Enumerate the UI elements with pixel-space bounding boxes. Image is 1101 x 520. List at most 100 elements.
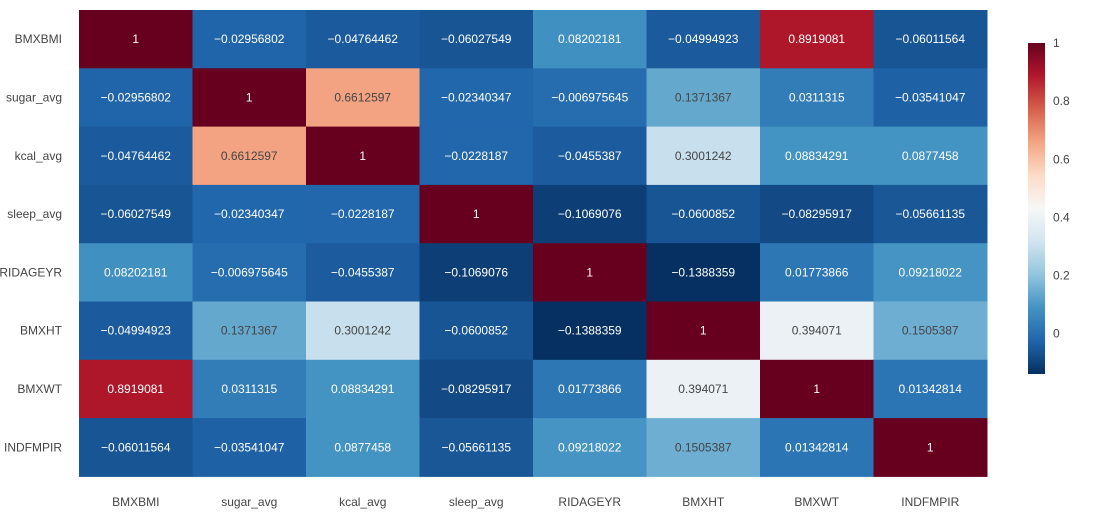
heatmap-cell (646, 243, 761, 302)
cell-value-label: −0.02956802 (101, 90, 172, 104)
cell-value-label: −0.03541047 (214, 440, 285, 454)
heatmap-cell (79, 301, 193, 361)
heatmap-cell (419, 359, 534, 419)
heatmap-cell (192, 243, 307, 302)
cell-value-label: 0.0877458 (334, 440, 391, 454)
cell-value-label: −0.06027549 (101, 207, 172, 221)
heatmap-cell (533, 301, 647, 361)
colorbar: 0 0.2 0.4 0.6 0.8 1 (1028, 36, 1070, 374)
cell-value-label: 1 (473, 207, 480, 221)
heatmap-cell (79, 10, 193, 69)
heatmap-cell (760, 301, 874, 361)
heatmap-cell (419, 126, 534, 186)
x-tick-label: sleep_avg (449, 495, 504, 509)
cell-value-label: 0.09218022 (899, 265, 963, 279)
x-tick-label: INDFMPIR (901, 495, 959, 509)
cell-value-label: 0.01773866 (785, 265, 849, 279)
x-tick-label: BMXWT (794, 495, 839, 509)
heatmap-cell (419, 418, 534, 477)
heatmap-cell (760, 10, 874, 69)
heatmap-cell (419, 68, 534, 128)
cell-value-label: 1 (927, 440, 934, 454)
heatmap-cell (419, 301, 534, 361)
cell-value-label: 1 (813, 382, 820, 396)
heatmap-cell (646, 359, 761, 419)
heatmap-cell (306, 184, 420, 244)
y-tick-label: BMXWT (17, 382, 62, 396)
heatmap-cell (533, 418, 647, 477)
cell-value-label: 0.0311315 (789, 90, 845, 104)
cell-value-label: 0.6612597 (221, 149, 278, 163)
cell-value-label: −0.04764462 (101, 149, 172, 163)
cell-value-label: 0.01342814 (785, 440, 849, 454)
y-tick-label: INDFMPIR (4, 440, 62, 454)
cell-value-label: 0.09218022 (558, 440, 622, 454)
cell-value-label: 0.8919081 (107, 382, 164, 396)
heatmap-cell (306, 418, 420, 477)
heatmap-cell (873, 68, 988, 128)
colorbar-tick-label: 0.4 (1053, 210, 1070, 224)
heatmap-cell (192, 184, 307, 244)
heatmap-cell (533, 126, 647, 186)
colorbar-tick-label: 0.2 (1053, 269, 1070, 283)
y-tick-label: sugar_avg (6, 90, 62, 104)
heatmap-cell (306, 359, 420, 419)
cell-value-label: −0.06011564 (101, 440, 171, 454)
cell-value-label: 0.394071 (678, 382, 728, 396)
y-tick-label: RIDAGEYR (0, 265, 62, 279)
cell-value-label: −0.05661135 (895, 207, 965, 221)
heatmap-cell (192, 126, 307, 186)
heatmap-cell (646, 184, 761, 244)
cell-value-label: 0.394071 (792, 324, 842, 338)
x-tick-label: sugar_avg (221, 495, 277, 509)
cell-value-label: −0.1069076 (558, 207, 622, 221)
x-tick-label: RIDAGEYR (558, 495, 621, 509)
heatmap-cell (646, 301, 761, 361)
x-tick-label: BMXHT (682, 495, 725, 509)
cell-value-label: −0.04994923 (101, 324, 172, 338)
cell-value-label: −0.03541047 (895, 90, 966, 104)
y-axis-tick-labels: BMXBMI sugar_avg kcal_avg sleep_avg RIDAGEYR… (0, 32, 63, 454)
colorbar-tick-labels: 0 0.2 0.4 0.6 0.8 1 (1053, 36, 1070, 341)
heatmap-cell (79, 126, 193, 186)
y-tick-label: BMXBMI (15, 32, 62, 46)
cell-value-label: −0.0455387 (331, 265, 395, 279)
y-tick-label: sleep_avg (7, 207, 62, 221)
cell-value-label: −0.1388359 (558, 324, 622, 338)
heatmap-cell (873, 243, 988, 302)
heatmap-cell (192, 10, 307, 69)
cell-value-label: 0.1505387 (902, 324, 959, 338)
heatmap-cell (873, 184, 988, 244)
heatmap-cells (79, 10, 988, 477)
heatmap-cell (873, 10, 988, 69)
colorbar-gradient (1028, 43, 1045, 374)
heatmap-cell (646, 68, 761, 128)
cell-value-label: −0.06027549 (441, 32, 512, 46)
x-axis-tick-labels: BMXBMI sugar_avg kcal_avg sleep_avg RIDAGEYR… (112, 495, 960, 509)
heatmap-cell (79, 243, 193, 302)
heatmap-cell (873, 359, 988, 419)
cell-value-label: 1 (246, 90, 253, 104)
cell-value-label: 1 (359, 149, 366, 163)
cell-value-label: 1 (586, 265, 593, 279)
heatmap-cell-labels: 1 −0.02956802 −0.04764462 −0.06027549 0.0820… (101, 32, 966, 454)
cell-value-label: −0.02956802 (214, 32, 285, 46)
heatmap-cell (533, 10, 647, 69)
heatmap-cell (419, 184, 534, 244)
cell-value-label: −0.02340347 (214, 207, 285, 221)
heatmap-cell (79, 68, 193, 128)
colorbar-tick-label: 0.6 (1053, 152, 1070, 166)
cell-value-label: −0.0228187 (444, 149, 508, 163)
heatmap-cell (79, 184, 193, 244)
cell-value-label: −0.06011564 (895, 32, 965, 46)
heatmap-cell (192, 301, 307, 361)
x-tick-label: BMXBMI (112, 495, 159, 509)
colorbar-tick-label: 0.8 (1053, 94, 1070, 108)
y-tick-label: BMXHT (20, 324, 63, 338)
heatmap-cell (306, 10, 420, 69)
colorbar-tick-label: 1 (1053, 36, 1060, 50)
cell-value-label: −0.0600852 (444, 324, 508, 338)
cell-value-label: 0.0877458 (902, 149, 959, 163)
heatmap-cell (419, 243, 534, 302)
cell-value-label: −0.05661135 (441, 440, 511, 454)
